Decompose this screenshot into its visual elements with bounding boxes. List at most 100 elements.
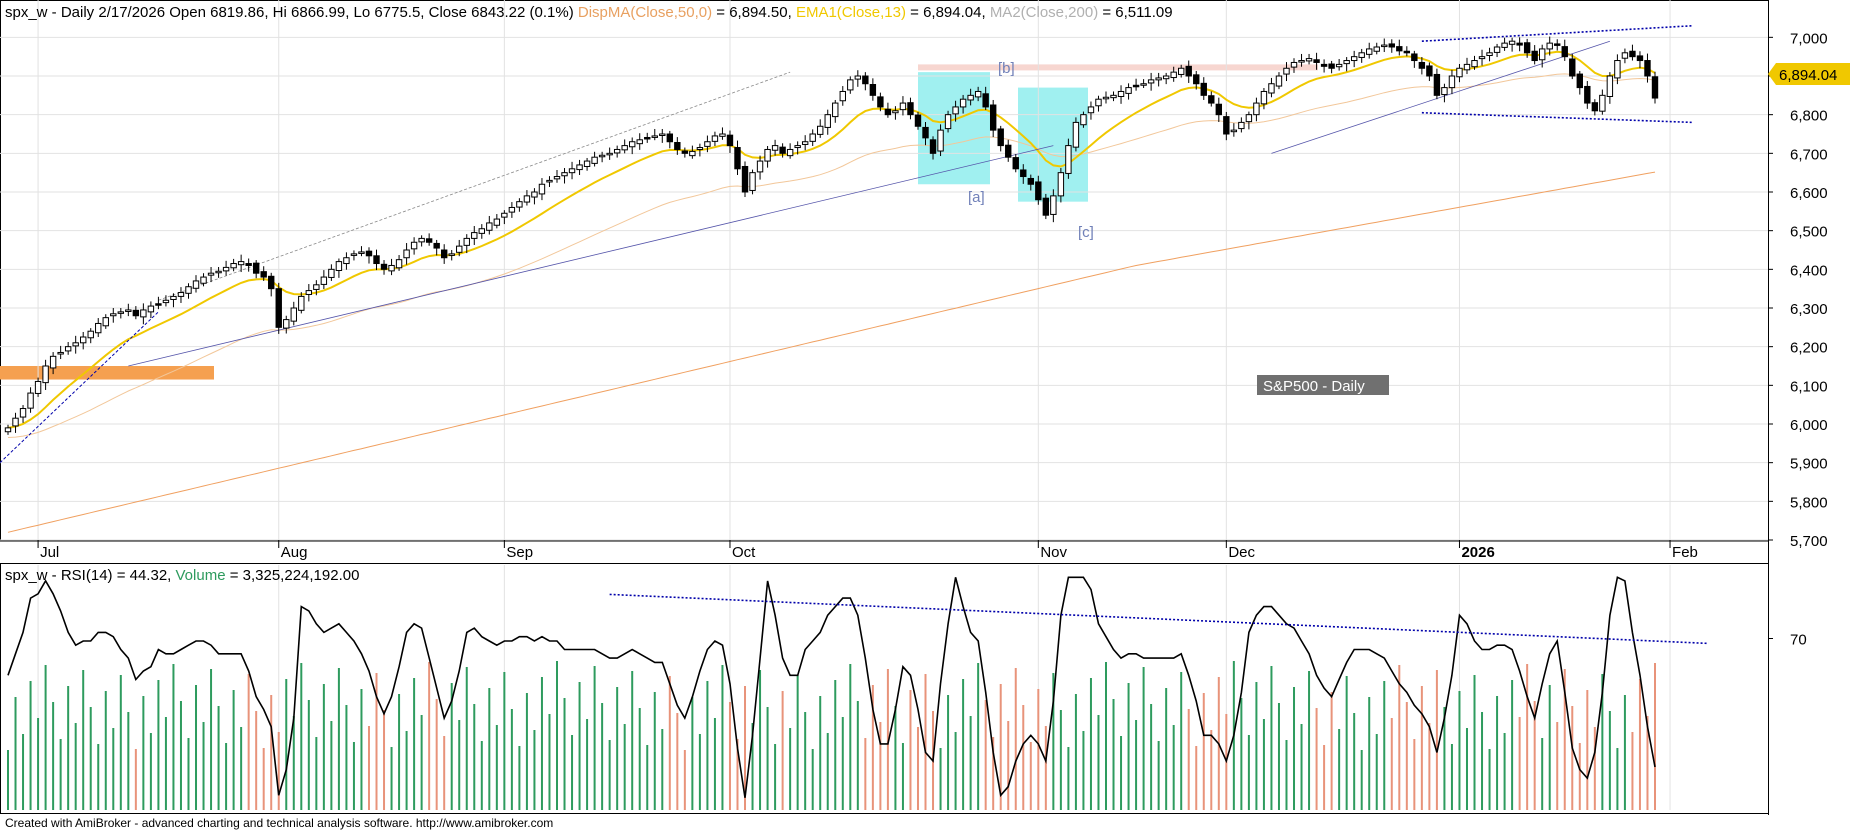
candle-up <box>561 172 568 177</box>
candle-up <box>568 168 576 174</box>
candle-up <box>1230 129 1238 133</box>
candle-down <box>644 136 651 140</box>
candle-up <box>87 330 94 339</box>
candle-up <box>57 351 64 355</box>
candle-up <box>1080 114 1087 126</box>
candle-down <box>1328 63 1335 69</box>
candle-down <box>1403 50 1411 54</box>
candle-up <box>1448 75 1456 89</box>
candle-up <box>395 259 403 269</box>
candle-up <box>290 307 297 322</box>
candle-down <box>1561 46 1568 58</box>
candle-up <box>1621 52 1629 59</box>
candle-down <box>1411 53 1418 62</box>
candle-down <box>734 147 741 170</box>
candle-up <box>117 311 125 314</box>
trend-line <box>0 311 159 464</box>
candle-up <box>298 295 305 311</box>
candle-up <box>471 232 478 239</box>
candle-up <box>501 212 508 218</box>
candle-down <box>1584 85 1591 104</box>
x-tick-label: Dec <box>1228 544 1255 561</box>
candle-up <box>185 286 192 294</box>
candle-down <box>132 309 140 317</box>
candle-up <box>456 245 463 253</box>
candle-up <box>1614 60 1621 79</box>
candle-up <box>19 408 27 418</box>
rising-trend-line <box>1271 40 1611 154</box>
wave-label-c: [c] <box>1078 224 1094 241</box>
candle-up <box>207 272 215 276</box>
y-tick-label: 5,900 <box>1790 456 1828 473</box>
candle-up <box>967 94 974 101</box>
y-tick-label: 6,600 <box>1790 185 1828 202</box>
candle-down <box>989 104 997 131</box>
candle-up <box>899 102 907 111</box>
candle-up <box>817 125 824 135</box>
lower-channel-line <box>128 145 1054 367</box>
candle-up <box>1366 48 1373 55</box>
candle-down <box>1554 43 1561 46</box>
candle-up <box>583 160 591 167</box>
candle-up <box>237 261 245 266</box>
candle-down <box>741 165 749 193</box>
candle-up <box>591 156 598 164</box>
candle-up <box>704 141 711 147</box>
candle-down <box>877 96 884 108</box>
candle-down <box>1132 84 1140 88</box>
rsi-trend-line <box>609 593 1708 645</box>
candle-down <box>1629 50 1636 58</box>
y-tick-label: 6,300 <box>1790 301 1828 318</box>
candle-up <box>478 228 485 234</box>
candle-up <box>110 313 117 317</box>
badge-background <box>1257 375 1389 395</box>
candle-up <box>1238 121 1245 130</box>
candle-up <box>1546 42 1553 50</box>
candle-down <box>1020 169 1027 178</box>
candle-up <box>80 336 87 344</box>
candle-up <box>636 139 643 145</box>
header-summary: spx_w - Daily 2/17/2026 Open 6819.86, Hi… <box>5 4 578 21</box>
candle-up <box>1170 71 1177 79</box>
y-tick-label: 6,400 <box>1790 262 1828 279</box>
candle-up <box>756 160 764 173</box>
candle-up <box>847 79 854 91</box>
candle-up <box>1162 75 1170 80</box>
candle-up <box>95 322 102 334</box>
candle-down <box>681 150 689 154</box>
candle-down <box>1576 73 1583 89</box>
candle-down <box>1433 73 1441 96</box>
chart-header: spx_w - Daily 2/17/2026 Open 6819.86, Hi… <box>5 4 1173 21</box>
header-ma-label: MA2(Close,200) <box>990 4 1098 21</box>
candle-up <box>1050 195 1057 215</box>
candle-up <box>49 355 57 369</box>
candle-up <box>448 253 455 256</box>
candle-up <box>230 263 237 269</box>
x-tick-label: Sep <box>506 544 533 561</box>
candle-up <box>809 133 816 142</box>
candle-down <box>1523 42 1531 54</box>
candle-up <box>64 346 72 352</box>
bottom-channel-line <box>1421 111 1693 124</box>
y-tick-label: 6,100 <box>1790 378 1828 395</box>
candle-down <box>1531 50 1538 62</box>
candle-up <box>222 266 230 272</box>
candle-up <box>350 253 358 256</box>
candle-up <box>508 206 516 213</box>
candle-up <box>794 145 801 149</box>
candle-up <box>1456 67 1463 78</box>
candle-down <box>1185 65 1192 77</box>
candle-up <box>711 135 719 142</box>
support-zone <box>0 366 214 380</box>
candle-down <box>1313 59 1320 63</box>
candle-up <box>1268 83 1275 94</box>
candle-up <box>1335 63 1343 68</box>
x-tick-label: Nov <box>1040 544 1067 561</box>
candle-up <box>410 241 418 250</box>
header-disp-label: DispMA(Close,50,0) <box>578 4 712 21</box>
candle-down <box>1012 157 1019 170</box>
candle-down <box>1426 65 1433 77</box>
candle-down <box>1516 42 1523 46</box>
candle-up <box>1253 102 1260 116</box>
